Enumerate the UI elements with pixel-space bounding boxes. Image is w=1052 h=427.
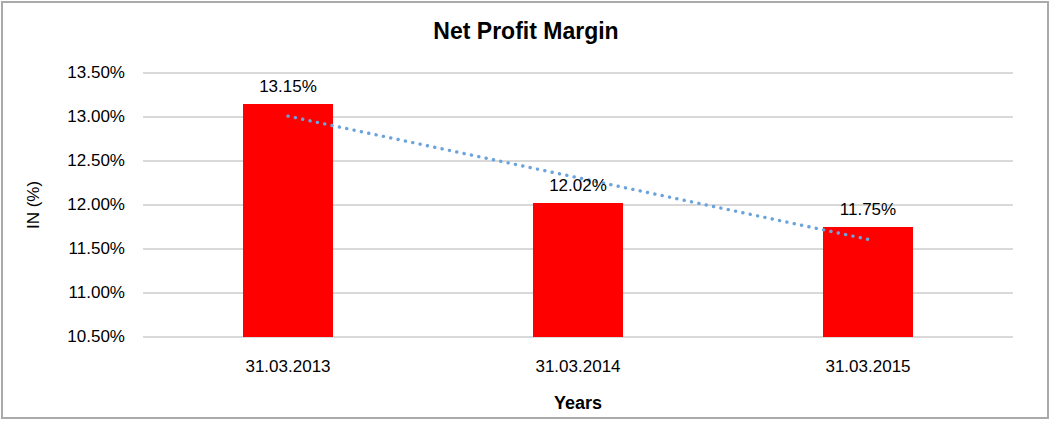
x-axis-category-label: 31.03.2014: [498, 358, 658, 376]
x-axis-title: Years: [143, 393, 1013, 414]
net-profit-margin-chart: Net Profit Margin IN (%) 13.50%13.00%12.…: [0, 0, 1052, 427]
bar-data-label: 12.02%: [508, 177, 648, 195]
chart-title: Net Profit Margin: [0, 18, 1052, 45]
y-axis-tick-label: 11.50%: [7, 240, 125, 258]
y-axis-tick-label: 13.00%: [7, 108, 125, 126]
y-axis-tick-label: 11.00%: [7, 284, 125, 302]
x-axis-category-label: 31.03.2013: [208, 358, 368, 376]
x-axis-category-label: 31.03.2015: [788, 358, 948, 376]
y-axis-tick-label: 13.50%: [7, 64, 125, 82]
bar-data-label: 11.75%: [798, 201, 938, 219]
y-axis-tick-label: 12.00%: [7, 196, 125, 214]
bar-data-label: 13.15%: [218, 78, 358, 96]
y-axis-tick-label: 12.50%: [7, 152, 125, 170]
y-axis-tick-label: 10.50%: [7, 328, 125, 346]
plot-area: 13.50%13.00%12.50%12.00%11.50%11.00%10.5…: [143, 73, 1013, 337]
